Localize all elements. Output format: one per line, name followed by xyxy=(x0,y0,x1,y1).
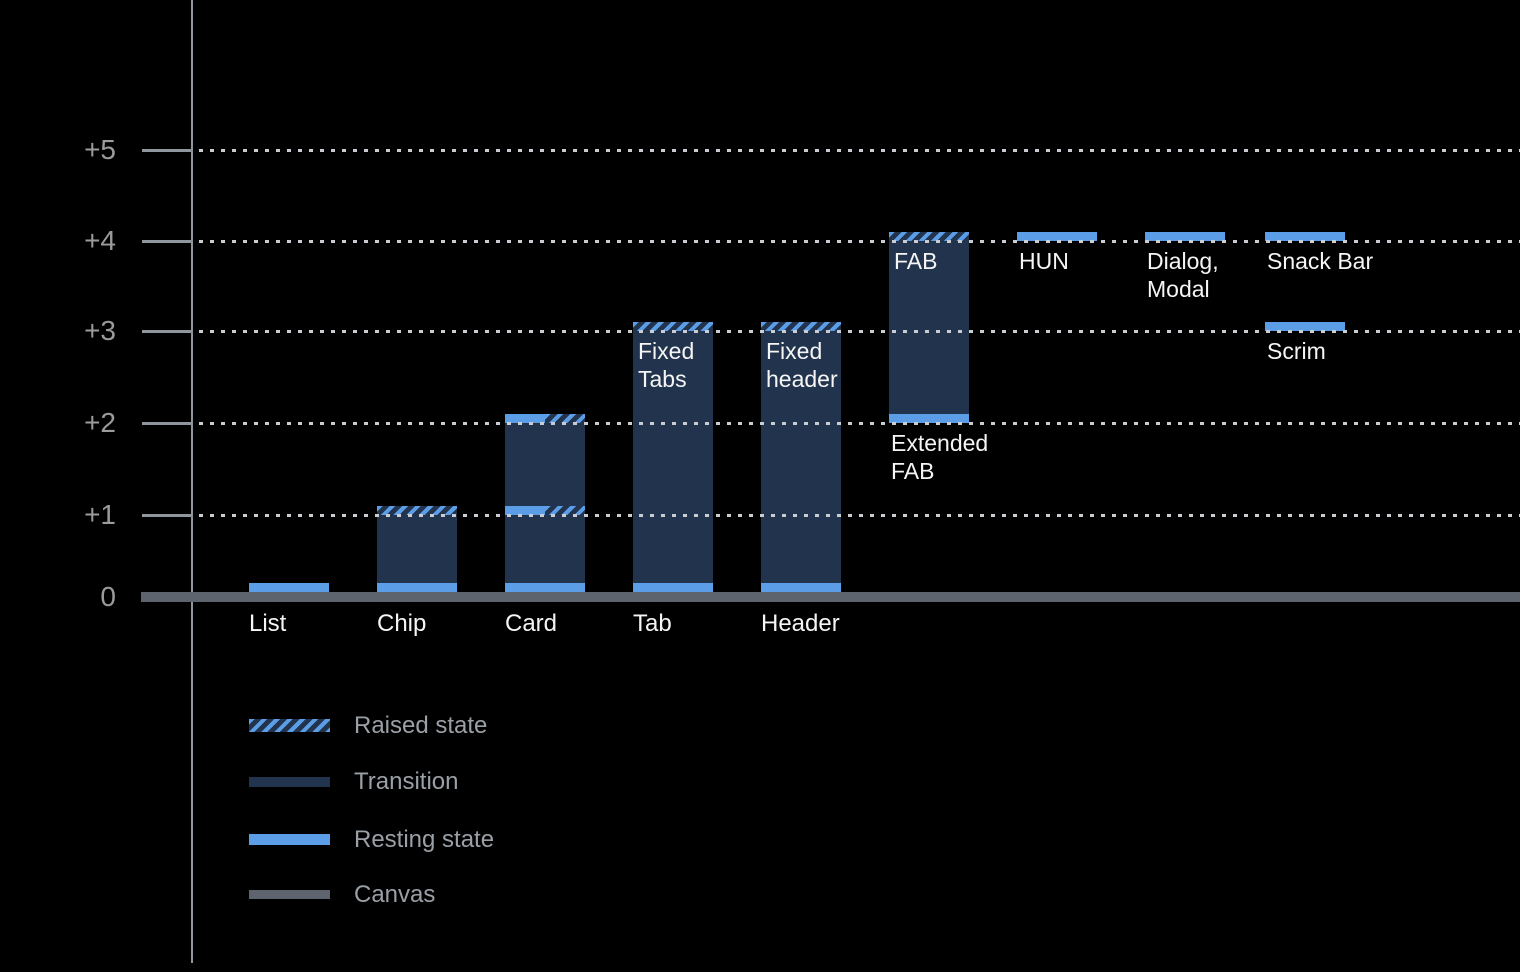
legend-label-transition: Transition xyxy=(354,768,459,795)
y-axis-tick-+1 xyxy=(142,514,192,517)
y-axis-label-+2: +2 xyxy=(84,407,116,438)
bar-segment-resting xyxy=(1017,232,1097,241)
bar-segment-resting-raised xyxy=(505,414,585,423)
y-axis-label-+4: +4 xyxy=(84,225,116,256)
below-label-hun: HUN xyxy=(1019,248,1069,274)
raised-half xyxy=(545,506,585,515)
bar-segment-resting xyxy=(377,583,457,592)
bar-segment-resting-raised xyxy=(505,506,585,515)
bar-segment-resting xyxy=(889,414,969,423)
legend-label-resting: Resting state xyxy=(354,825,495,853)
category-label-header: Header xyxy=(761,610,840,637)
gridline-+1 xyxy=(199,514,1520,517)
bar-segment-raised xyxy=(889,232,969,241)
y-axis-label-+1: +1 xyxy=(84,499,116,530)
bar-segment-raised xyxy=(377,506,457,515)
y-axis-tick-+2 xyxy=(142,422,192,425)
canvas-baseline-bar xyxy=(141,592,1520,602)
bar-tab xyxy=(633,0,713,972)
bar-hun xyxy=(1017,0,1097,972)
y-axis-label-+5: +5 xyxy=(84,134,116,165)
legend-item-canvas: Canvas xyxy=(249,881,649,924)
category-label-list: List xyxy=(249,610,287,637)
y-axis-tick-+5 xyxy=(142,149,192,152)
legend-swatch-transition xyxy=(249,777,330,787)
y-axis-tick-+3 xyxy=(142,330,192,333)
legend-swatch-canvas xyxy=(249,890,330,899)
bar-segment-transition xyxy=(889,241,969,414)
y-axis-line xyxy=(191,0,193,963)
legend-label-raised: Raised state xyxy=(354,711,488,739)
below-label-fab: Extended FAB xyxy=(891,430,989,484)
bar-segment-raised xyxy=(633,322,713,331)
legend-item-raised: Raised state xyxy=(249,712,649,753)
bar-segment-raised xyxy=(761,322,841,331)
gridline-+2 xyxy=(199,422,1520,425)
bar-chip xyxy=(377,0,457,972)
legend-swatch-raised xyxy=(249,719,330,732)
inside-label-tab: Fixed Tabs xyxy=(638,338,695,392)
gridline-+5 xyxy=(199,149,1520,152)
bar-segment-transition xyxy=(505,423,585,583)
legend-label-canvas: Canvas xyxy=(354,880,436,908)
bar-segment-resting xyxy=(761,583,841,592)
category-label-card: Card xyxy=(505,610,558,637)
legend-item-resting: Resting state xyxy=(249,826,649,868)
bar-segment-transition xyxy=(633,331,713,583)
gridline-+4 xyxy=(199,240,1520,243)
bar-header xyxy=(761,0,841,972)
bar-segment-resting xyxy=(633,583,713,592)
resting-half xyxy=(505,506,545,515)
bar-segment-transition xyxy=(761,331,841,583)
y-axis-label-+3: +3 xyxy=(84,315,116,346)
y-axis-label-0: 0 xyxy=(100,581,116,612)
bar-card xyxy=(505,0,585,972)
category-label-tab: Tab xyxy=(633,610,672,637)
bar-segment-resting xyxy=(1265,232,1345,241)
inside-label-header: Fixed header xyxy=(766,338,838,392)
y-axis-tick-+4 xyxy=(142,240,192,243)
raised-half xyxy=(545,414,585,423)
below-label-snack-bar: Snack Bar xyxy=(1267,248,1374,274)
below-label-dialog-modal: Dialog, Modal xyxy=(1147,248,1219,302)
legend-swatch-resting xyxy=(249,834,330,845)
bar-segment-resting xyxy=(1145,232,1225,241)
bar-scrim xyxy=(1265,0,1345,972)
bar-dialog-modal xyxy=(1145,0,1225,972)
bar-segment-resting xyxy=(249,583,329,592)
bar-fab xyxy=(889,0,969,972)
bar-segment-resting xyxy=(505,583,585,592)
bar-segment-transition xyxy=(377,515,457,583)
bar-segment-resting xyxy=(1265,322,1345,331)
below-label-scrim: Scrim xyxy=(1267,338,1326,364)
bar-snack-bar xyxy=(1265,0,1345,972)
inside-label-fab: FAB xyxy=(894,248,938,274)
bar-list xyxy=(249,0,329,972)
legend-item-transition: Transition xyxy=(249,768,649,811)
category-label-chip: Chip xyxy=(377,610,427,637)
gridline-+3 xyxy=(199,330,1520,333)
resting-half xyxy=(505,414,545,423)
